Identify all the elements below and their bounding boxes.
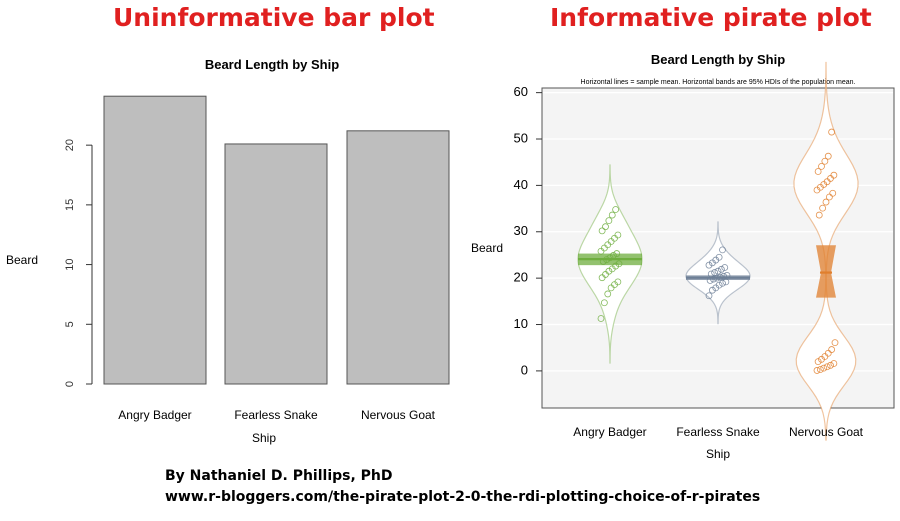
data-point [824,349,832,357]
y-tick-label: 5 [64,321,76,327]
pirate-plot-heading: Informative pirate plot [550,3,872,32]
data-point [822,198,830,206]
data-point [612,262,620,270]
pirate-chart: Beard Length by Ship Horizontal lines = … [471,52,895,461]
data-point [830,360,838,367]
data-point [814,168,822,175]
data-point [830,171,838,179]
bar-chart-ylabel: Beard [6,253,38,267]
y-tick-label: 20 [64,139,76,151]
data-point [600,299,608,307]
y-tick-label: 10 [514,316,528,331]
y-tick-label: 50 [514,130,528,145]
data-point [825,193,833,201]
data-point [597,315,605,322]
data-point [604,290,612,298]
bar-plot-heading: Uninformative bar plot [113,3,435,32]
data-point [823,363,831,371]
bar-chart-title: Beard Length by Ship [205,57,339,72]
bar-chart-xlabel: Ship [252,431,276,445]
y-tick-label: 0 [521,362,528,377]
data-point [715,253,723,261]
credit-author: By Nathaniel D. Phillips, PhD [165,468,393,484]
data-point [608,211,616,219]
data-point [612,206,620,213]
data-point [722,278,730,286]
pirate-chart-ylabel: Beard [471,241,503,255]
data-point [813,367,821,374]
data-point [615,260,623,268]
data-point [828,128,836,136]
y-tick-label: 10 [64,258,76,270]
data-point [821,157,829,165]
data-point [818,162,825,170]
data-point [814,358,822,366]
data-point [719,279,726,287]
data-point [714,267,722,275]
data-point [614,231,622,239]
data-point [819,204,827,212]
x-tick-label: Angry Badger [573,425,646,439]
bar [103,95,207,385]
data-point [605,217,613,225]
pirate-chart-points [597,128,839,374]
bar [224,143,328,385]
data-point [606,254,614,262]
data-point [816,366,824,373]
y-tick-label: 60 [514,84,528,99]
data-point [717,265,725,273]
data-point [824,152,832,160]
bar-chart-x-tick-labels: Angry Badger Fearless Snake Nervous Goat [118,408,435,422]
data-point [613,250,621,257]
y-tick-label: 30 [514,223,528,238]
data-point [614,278,622,286]
data-point [815,211,823,219]
hdi-band [816,245,836,298]
pirate-chart-title: Beard Length by Ship [651,52,785,67]
data-point [605,267,613,275]
bar-chart-y-axis: 0 5 10 15 20 [64,139,93,387]
data-point [602,223,609,231]
pirate-chart-x-tick-labels: Angry Badger Fearless Snake Nervous Goat [573,425,863,439]
data-point [829,189,837,197]
y-tick-label: 0 [64,381,76,387]
x-tick-label: Angry Badger [118,408,191,422]
data-point [705,292,713,300]
bar [346,130,450,385]
x-tick-label: Nervous Goat [361,408,436,422]
y-tick-label: 40 [514,177,528,192]
data-point [598,227,606,235]
pirate-chart-subtitle: Horizontal lines = sample mean. Horizont… [581,79,856,86]
data-point [720,272,728,280]
x-tick-label: Nervous Goat [789,425,864,439]
y-tick-label: 15 [64,199,76,211]
data-point [715,281,723,289]
bar-chart-bars [103,95,450,385]
bar-chart: Beard Length by Ship Beard Ship 0 5 10 15 20… [6,57,450,445]
data-point [820,364,828,372]
y-tick-label: 20 [514,270,528,285]
data-point [719,246,726,254]
data-point [721,264,729,271]
pirate-chart-y-axis: 0 10 20 30 40 50 60 [514,84,542,377]
credit-url: www.r-bloggers.com/the-pirate-plot-2-0-t… [165,489,761,505]
pirate-chart-mean-lines [578,258,832,279]
data-point [827,361,834,369]
data-point [828,346,836,353]
pirate-chart-xlabel: Ship [706,447,730,461]
data-point [831,339,839,347]
data-point [705,261,713,269]
data-point [711,269,719,276]
x-tick-label: Fearless Snake [676,425,760,439]
data-point [708,286,716,294]
x-tick-label: Fearless Snake [234,408,318,422]
